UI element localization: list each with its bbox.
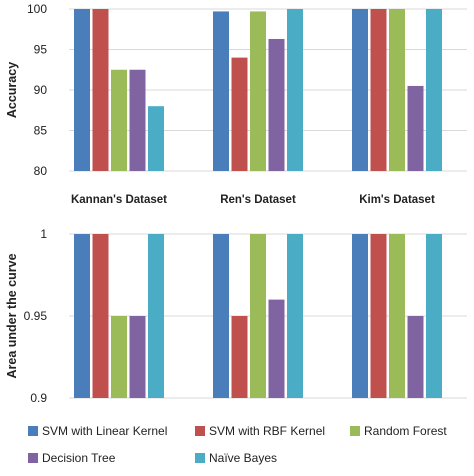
category-label: Kim's Dataset bbox=[359, 194, 435, 206]
bar bbox=[389, 234, 405, 398]
legend-label: SVM with RBF Kernel bbox=[209, 424, 325, 438]
bar bbox=[213, 234, 229, 398]
legend-label: Naïve Bayes bbox=[209, 451, 277, 465]
category-label: Ren's Dataset bbox=[220, 194, 296, 206]
bar bbox=[231, 316, 248, 398]
bar bbox=[287, 9, 303, 171]
bar bbox=[389, 9, 405, 171]
y-tick-label: 85 bbox=[34, 124, 48, 138]
bar bbox=[268, 38, 285, 171]
bar bbox=[352, 9, 368, 171]
legend-label: SVM with Linear Kernel bbox=[42, 424, 167, 438]
legend-label: Decision Tree bbox=[42, 451, 116, 465]
bar bbox=[129, 316, 146, 398]
legend-label: Random Forest bbox=[364, 424, 447, 438]
legend-swatch bbox=[350, 426, 360, 436]
bar bbox=[287, 234, 303, 398]
bar bbox=[74, 234, 90, 398]
y-tick-label: 90 bbox=[34, 83, 48, 97]
bar bbox=[74, 9, 90, 171]
bar bbox=[370, 234, 387, 398]
bar bbox=[426, 234, 442, 398]
legend-swatch bbox=[28, 453, 38, 463]
y-axis-label: Accuracy bbox=[5, 62, 19, 118]
chart-legend: SVM with Linear Kernel SVM with RBF Kerne… bbox=[28, 424, 447, 465]
bar bbox=[213, 11, 229, 172]
legend-swatch bbox=[195, 426, 205, 436]
bar bbox=[231, 57, 248, 171]
legend-swatch bbox=[195, 453, 205, 463]
bar bbox=[129, 69, 146, 171]
bar bbox=[426, 9, 442, 171]
auc-chart: 0.9 0.95 1 Area under the curve bbox=[5, 227, 467, 405]
bar bbox=[268, 299, 285, 398]
accuracy-chart: 80 85 90 95 100 Accuracy Kannan's Dataset Ren's… bbox=[5, 2, 467, 206]
bar bbox=[352, 234, 368, 398]
legend-swatch bbox=[28, 426, 38, 436]
bar bbox=[92, 234, 109, 398]
bar bbox=[407, 85, 424, 171]
bar bbox=[92, 9, 109, 171]
y-tick-label: 0.95 bbox=[24, 309, 48, 323]
category-label: Kannan's Dataset bbox=[71, 194, 167, 206]
y-tick-label: 95 bbox=[34, 43, 48, 57]
bar bbox=[407, 316, 424, 398]
y-tick-label: 80 bbox=[34, 164, 48, 178]
bar bbox=[370, 9, 387, 171]
y-tick-label: 0.9 bbox=[30, 391, 47, 405]
bar bbox=[250, 11, 266, 172]
y-axis-label: Area under the curve bbox=[5, 253, 19, 378]
bar bbox=[111, 316, 127, 398]
bar bbox=[148, 234, 164, 398]
bar bbox=[148, 106, 164, 171]
bar bbox=[111, 69, 127, 171]
y-tick-label: 1 bbox=[40, 227, 47, 241]
bar bbox=[250, 234, 266, 398]
y-tick-label: 100 bbox=[27, 2, 47, 16]
